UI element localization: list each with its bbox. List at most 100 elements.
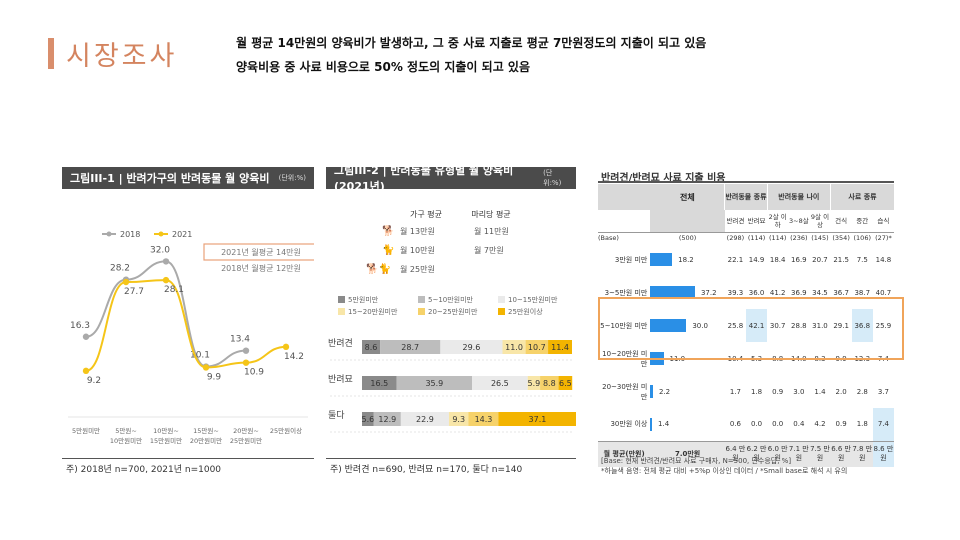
bar-seg-2-3 <box>448 412 469 426</box>
row-2-val-3: 28.8 <box>791 321 807 330</box>
legend-marker-2018 <box>106 231 112 237</box>
row-0-val-6: 7.5 <box>856 255 868 264</box>
base-6: (106) <box>851 231 873 243</box>
table-highlight-box <box>598 297 904 360</box>
bar-label-1-4: 8.8 <box>543 379 556 388</box>
row-label-5: 30만원 이상 <box>610 420 648 429</box>
subhead-3: 3~8살 <box>788 216 809 225</box>
x-tick-label-1: 5만원~ 10만원미만 <box>110 426 142 445</box>
bar-seg-0-3 <box>502 340 526 354</box>
chart2-stacked-bar-chart: 가구 평균 마리당 평균 🐕 월 13만원 월 11만원 🐈 월 10만원 월 7만원 🐕🐈 월 … <box>328 209 576 433</box>
row-total-bar-2 <box>650 319 687 332</box>
legend-swatch-2 <box>498 296 505 303</box>
bar-label-0-0: 8.6 <box>365 343 378 352</box>
chart2-panel: 그림III-2 | 반려동물 유형별 월 양육비(2021년) (단위:%) <box>326 164 576 193</box>
row-total-bar-0 <box>650 253 673 266</box>
table-footnote-2: *하늘색 음영: 전체 평균 대비 +5%p 이상인 데이터 / *Small … <box>601 467 848 475</box>
row-1-val-5: 36.7 <box>833 288 849 297</box>
chart1-unit: (단위:%) <box>278 174 306 182</box>
head-food-type: 사료 종류 <box>830 184 894 210</box>
x-tick-label-5: 25만원이상 <box>270 426 302 435</box>
row-label-2: 5~10만원 미만 <box>600 321 648 330</box>
bar-label-0-1: 28.7 <box>401 343 419 352</box>
bar-seg-2-2 <box>400 412 449 426</box>
legend-swatch-4 <box>418 308 425 315</box>
row-total-2: 30.0 <box>650 309 725 342</box>
bar-seg-0-2 <box>440 340 503 354</box>
bar-label-2-2: 22.9 <box>416 415 434 424</box>
avg-4: 7.5 만원 <box>809 440 831 467</box>
table-row: 3만원 미만 18.2 22.1 14.9 18.4 16.9 20.7 21.5 7.5 14.… <box>598 243 894 276</box>
x-tick-label-2: 10만원~ 15만원미만 <box>150 426 182 445</box>
row-2-val-4: 31.0 <box>812 321 828 330</box>
row-5-val-0: 0.6 <box>729 420 741 429</box>
bar-seg-1-5 <box>558 376 573 390</box>
row-0-val-1: 14.9 <box>748 255 765 264</box>
chart1-footnote: 주) 2018년 n=700, 2021년 n=1000 <box>66 465 222 475</box>
x-tick-label-4: 20만원~ 25만원미만 <box>230 426 262 445</box>
avg-label: 월 평균(만원) <box>598 440 651 467</box>
data-label-2018-1: 28.2 <box>110 264 130 274</box>
avg-6: 7.8 만원 <box>851 440 873 467</box>
base-total: (500) <box>650 231 725 243</box>
row-4-val-4: 1.4 <box>814 387 826 396</box>
subhead-4: 9살 이상 <box>810 212 830 229</box>
series-2018-point-2 <box>162 258 170 265</box>
bar-label-0-3: 11.0 <box>505 343 523 352</box>
row-4-val-5: 2.0 <box>835 387 847 396</box>
bar-category-2: 둘다 <box>328 410 345 421</box>
row-total-value-4: 2.2 <box>658 387 671 396</box>
row-0-val-0: 22.1 <box>727 255 744 264</box>
table-avg-row: 월 평균(만원) 7.0만원 6.4 만원 6.2 만원 6.0 만원 7.1 만원 7.5… <box>598 440 894 467</box>
bar-label-1-3: 5.9 <box>528 379 541 388</box>
bar-category-1: 반려묘 <box>328 374 353 385</box>
avg-7: 8.6 만원 <box>872 440 894 467</box>
subhead-1: 반려묘 <box>747 216 766 225</box>
row-4-val-7: 3.7 <box>877 387 889 396</box>
legend-label-2018: 2018 <box>120 230 140 239</box>
row-1-val-1: 36.0 <box>748 288 765 297</box>
chart1-line-chart: 2018 2021 2021년 월평균 14만원 2018년 월평균 12만원 16.3… <box>68 230 314 445</box>
row-5-val-6: 1.8 <box>856 420 868 429</box>
callout-2018: 2018년 월평균 12만원 <box>221 263 301 273</box>
bar-label-0-2: 29.6 <box>463 343 481 352</box>
data-label-2018-4: 13.4 <box>230 335 250 345</box>
row-2-val-1: 42.1 <box>745 309 768 342</box>
row-total-value-1: 37.2 <box>700 288 717 297</box>
bar-label-2-5: 37.1 <box>529 415 547 424</box>
row-5-val-5: 0.9 <box>835 420 847 429</box>
bar-seg-0-0 <box>362 340 381 354</box>
legend-label-0: 5만원미만 <box>348 295 379 304</box>
bar-seg-1-0 <box>362 376 397 390</box>
row-total-0: 18.2 <box>650 243 725 276</box>
row-4-val-1: 1.8 <box>750 387 763 396</box>
subhead-0: 반려견 <box>726 216 745 225</box>
table-subhead-row: 반려견 반려묘 2살 이하 3~8살 9살 이상 건식 중간 습식 <box>598 210 894 232</box>
chart1-panel: 그림III-1 | 반려가구의 반려동물 월 양육비 (단위:%) <box>62 167 314 189</box>
table-row: 20~30만원 미만 2.2 1.7 1.8 0.9 3.0 1.4 2.0 2.8 3.7 <box>598 375 894 408</box>
row-4-val-2: 0.9 <box>772 387 784 396</box>
x-tick-label-3: 15만원~ 20만원미만 <box>190 426 222 445</box>
page-title: 시장조사 <box>66 41 178 72</box>
base-label: (Base) <box>598 231 651 243</box>
series-2021-line-0 <box>85 279 287 372</box>
row-1-val-4: 34.5 <box>812 288 828 297</box>
chart2-unit: (단위:%) <box>543 169 562 187</box>
legend-label-2021: 2021 <box>172 230 192 239</box>
legend-marker-2021 <box>158 231 164 237</box>
bar-label-1-0: 16.5 <box>370 379 388 388</box>
row-total-5: 1.4 <box>650 408 725 441</box>
bar-seg-0-1 <box>380 340 441 354</box>
table-base-row: (Base) (500) (298) (114) (114) (236) (145) (354… <box>598 231 894 243</box>
legend-swatch-1 <box>418 296 425 303</box>
row-5-val-3: 0.4 <box>793 420 805 429</box>
avg-5: 6.6 만원 <box>830 440 852 467</box>
base-0: (298) <box>724 231 746 243</box>
row-1-val-0: 39.3 <box>727 288 744 297</box>
legend-label-5: 25만원이상 <box>508 307 543 316</box>
chart1-header: 그림III-1 | 반려가구의 반려동물 월 양육비 (단위:%) <box>62 167 314 189</box>
bar-label-2-1: 12.9 <box>378 415 396 424</box>
subhead-2: 2살 이하 <box>768 212 787 229</box>
bar-seg-1-4 <box>540 376 559 390</box>
data-label-2021-4: 10.9 <box>244 368 264 378</box>
